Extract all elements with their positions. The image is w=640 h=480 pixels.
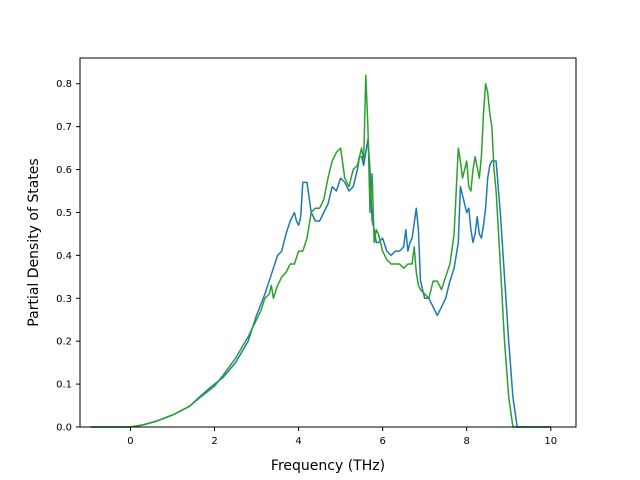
x-tick-label: 8 xyxy=(464,436,470,447)
y-tick-label: 0.2 xyxy=(56,337,72,348)
y-tick-label: 0.3 xyxy=(56,294,72,305)
x-tick-label: 2 xyxy=(211,436,217,447)
x-tick-label: 10 xyxy=(544,436,557,447)
axes-frame xyxy=(79,57,577,428)
x-tick-label: 6 xyxy=(379,436,385,447)
x-axis-ticks: 0 2 4 6 8 10 xyxy=(127,427,557,447)
x-tick-label: 0 xyxy=(127,436,133,447)
y-tick-label: 0.0 xyxy=(56,423,72,434)
series-line-2 xyxy=(90,74,551,428)
y-tick-label: 0.5 xyxy=(56,208,72,219)
y-tick-label: 0.1 xyxy=(56,380,72,391)
y-tick-label: 0.6 xyxy=(56,165,72,176)
y-tick-label: 0.8 xyxy=(56,79,72,90)
y-axis-label: Partial Density of States xyxy=(26,158,42,326)
x-axis-label: Frequency (THz) xyxy=(271,458,385,474)
series-layer xyxy=(90,74,551,428)
y-axis-ticks: 0.0 0.1 0.2 0.3 0.4 0.5 0.6 0.7 0.8 xyxy=(56,79,80,434)
y-tick-label: 0.4 xyxy=(56,251,72,262)
x-tick-label: 4 xyxy=(295,436,301,447)
series-line-1 xyxy=(90,138,551,428)
y-tick-label: 0.7 xyxy=(56,122,72,133)
